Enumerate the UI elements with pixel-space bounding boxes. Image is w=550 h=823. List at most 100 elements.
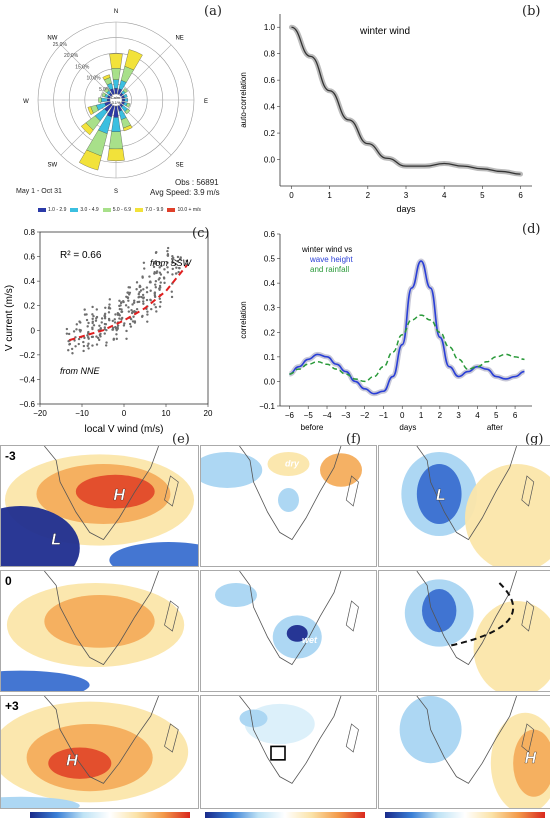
y-tick-label: 0.0 — [264, 156, 276, 165]
scatter-point — [154, 251, 158, 255]
rose-petal-segment — [102, 74, 111, 81]
fit-line — [69, 264, 188, 342]
scatter-point — [166, 246, 170, 250]
legend-swatch — [38, 208, 46, 212]
madagascar-outline — [345, 723, 359, 753]
map-anomaly-contour — [109, 542, 198, 566]
scatter-point — [107, 311, 111, 314]
scatter-point — [120, 308, 123, 311]
scatter-point — [150, 307, 153, 311]
scatter-point — [142, 300, 145, 303]
scatter-point — [68, 342, 72, 346]
rose-petal-segment — [123, 124, 133, 132]
y-tick-label: −0.6 — [19, 400, 35, 409]
scatter-point — [83, 336, 86, 340]
legend-label: 3.0 - 4.9 — [80, 207, 99, 213]
scatter-point — [176, 259, 179, 263]
y-tick-label: 0.8 — [264, 50, 276, 59]
y-tick-label: 0.4 — [24, 277, 36, 286]
madagascar-outline — [345, 600, 359, 632]
map-anomaly-contour — [1, 796, 80, 808]
scatter-point — [91, 317, 94, 321]
scatter-point — [118, 314, 121, 317]
map-anomaly-contour — [465, 464, 550, 566]
rose-direction-label: W — [23, 99, 29, 105]
scatter-point — [175, 266, 178, 269]
scatter-point — [140, 295, 143, 299]
x-tick-label: 2 — [438, 411, 443, 420]
scatter-point — [122, 324, 126, 327]
scatter-point — [103, 328, 107, 331]
scatter-point — [154, 306, 158, 309]
rose-petal-segment — [124, 108, 131, 115]
scatter-point — [87, 347, 90, 350]
y-tick-label: 0.2 — [264, 328, 276, 337]
map-cell-row0-col1: dry — [200, 445, 377, 567]
scatter-point — [126, 291, 129, 294]
rose-petal-segment — [98, 97, 102, 103]
legend-rainfall: and rainfall — [310, 265, 349, 274]
scatter-point — [142, 261, 146, 264]
wind-speed-legend: 1.0 - 2.9 3.0 - 4.9 5.0 - 6.9 7.0 - 9.9 10.0… — [38, 207, 201, 213]
scatter-point — [118, 317, 121, 320]
scatter-point — [172, 256, 175, 260]
scatter-point — [82, 340, 85, 344]
correlation-chart: −6 −5 −4 −3 −2 −1 0 1 2 3 4 5 6 −0.1 0.0 0.1 0.2 0.3 0.4 0.… — [239, 230, 532, 432]
legend-item: 10.0 + m/s — [167, 207, 201, 213]
map-anomaly-contour — [286, 625, 308, 642]
map-annotation: dry — [285, 458, 300, 468]
scatter-point — [158, 271, 162, 274]
rainfall-line — [289, 314, 525, 383]
y-tick-label: 0.6 — [264, 76, 276, 85]
scatter-point — [129, 325, 133, 328]
coastline — [416, 571, 517, 666]
madagascar-outline — [164, 600, 179, 632]
scatter-point — [158, 284, 162, 288]
scatter-point — [95, 335, 98, 338]
map-svg — [239, 696, 359, 784]
scatter-point — [153, 292, 156, 295]
scatter-point — [174, 263, 177, 266]
x-axis-label: days — [399, 423, 416, 432]
scatter-point — [142, 288, 145, 291]
panel-b-autocorrelation: (b) 0 1 2 3 4 5 6 0.0 0.2 0.4 0.6 0.8 1.0 winter wind… — [232, 0, 550, 220]
scatter-point — [132, 301, 136, 304]
scatter-point — [83, 313, 87, 316]
scatter-point — [120, 318, 123, 321]
scatter-point — [166, 249, 169, 253]
panel-a-wind-rose: (a) N NE E SE S SW W NW 5.0% 10.0% 15.0% 20.0% 25.0%… — [0, 0, 232, 228]
autocorr-band — [288, 24, 524, 177]
scatter-point — [120, 301, 123, 304]
scatter-point — [95, 343, 99, 346]
scatter-point — [115, 337, 118, 341]
scatter-point — [125, 337, 128, 340]
scatter-point — [133, 299, 136, 302]
scatter-point — [87, 342, 90, 345]
scatter-point — [138, 295, 141, 298]
scatter-point — [171, 267, 174, 271]
scatter-point — [185, 259, 188, 263]
rose-direction-label: N — [114, 9, 118, 15]
map-cell-row1-col2: ridge — [378, 570, 550, 692]
scatter-point — [128, 322, 132, 326]
madagascar-outline — [521, 600, 535, 632]
scatter-point — [154, 262, 157, 265]
scatter-point — [70, 347, 74, 351]
scatter-point — [160, 264, 163, 267]
scatter-point — [83, 308, 86, 311]
x-tick-label: −6 — [285, 411, 295, 420]
y-axis-label: V current (m/s) — [4, 285, 15, 351]
scatter-point — [154, 286, 157, 289]
scatter-point — [127, 286, 130, 289]
x-tick-label: 0 — [122, 409, 127, 418]
x-tick-label: 4 — [475, 411, 480, 420]
row-label: 0 — [5, 574, 12, 588]
ridge-dashed-line — [451, 582, 515, 647]
scatter-point — [97, 338, 101, 342]
x-tick-label: 5 — [494, 411, 499, 420]
scatter-point — [142, 302, 145, 305]
map-cell-row0-col2: L — [378, 445, 550, 567]
scatter-point — [137, 292, 140, 296]
x-tick-label: −20 — [33, 409, 47, 418]
scatter-point — [163, 281, 166, 285]
